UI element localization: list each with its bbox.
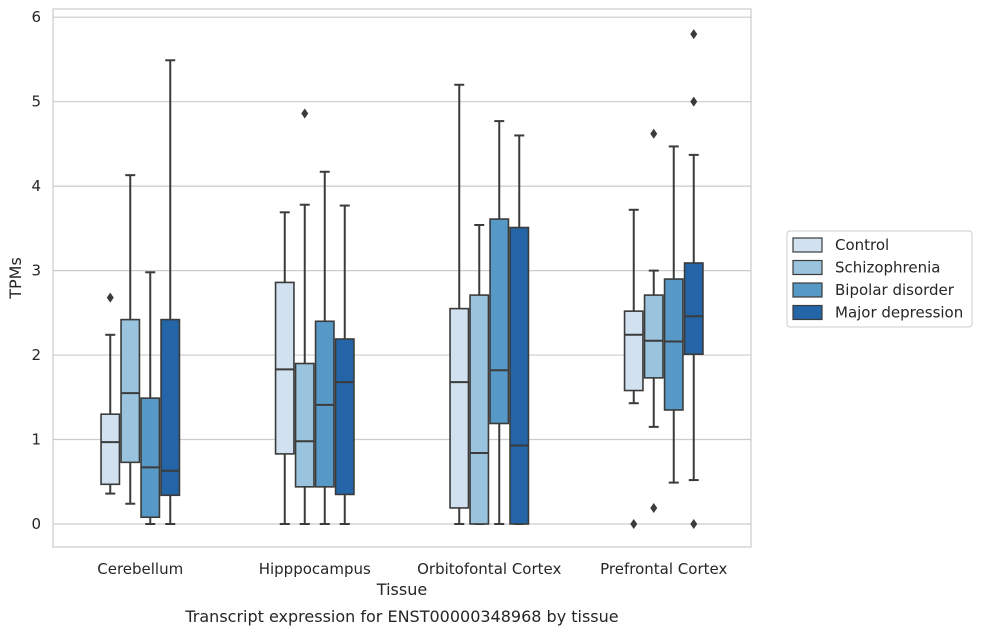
legend-swatch <box>792 304 823 321</box>
legend-label: Major depression <box>835 304 963 322</box>
x-tick-label: Prefrontal Cortex <box>600 560 727 578</box>
legend-label: Schizophrenia <box>835 259 940 277</box>
iqr-box <box>469 294 490 525</box>
iqr-box <box>274 281 295 455</box>
iqr-box <box>334 338 355 496</box>
iqr-box <box>489 218 510 425</box>
outlier-point <box>690 519 698 529</box>
box <box>683 29 704 529</box>
iqr-box <box>100 413 121 486</box>
chart-caption: Transcript expression for ENST0000034896… <box>184 607 618 626</box>
y-tick-labels: 0 1 2 3 4 5 6 <box>31 8 41 533</box>
box <box>120 174 141 505</box>
outlier-point <box>690 29 698 40</box>
legend-label: Control <box>835 236 889 254</box>
legend-swatch <box>792 259 823 276</box>
y-tick-label: 1 <box>31 431 41 449</box>
iqr-box <box>160 318 181 497</box>
x-tick-labels: Cerebellum Hipppocampus Orbitofontal Corte… <box>97 560 727 578</box>
outlier-point <box>301 108 309 119</box>
outlier-point <box>690 96 698 107</box>
x-tick-label: Hipppocampus <box>259 560 371 578</box>
y-tick-label: 3 <box>31 262 41 280</box>
box <box>489 120 510 525</box>
legend: Control Schizophrenia Bipolar disorder Majo… <box>786 230 973 328</box>
y-tick-label: 6 <box>31 8 41 26</box>
y-tick-label: 0 <box>31 515 41 533</box>
box <box>294 108 315 525</box>
box <box>643 128 664 513</box>
box <box>334 204 355 525</box>
box <box>160 59 181 525</box>
iqr-box <box>509 226 530 525</box>
box <box>509 134 530 525</box>
legend-frame <box>786 230 973 328</box>
box <box>140 271 161 525</box>
outlier-point <box>630 519 638 529</box>
iqr-box <box>643 294 664 379</box>
box <box>314 170 335 525</box>
y-tick-label: 5 <box>31 93 41 111</box>
y-tick-label: 4 <box>31 177 41 195</box>
outlier-point <box>106 292 114 303</box>
box <box>623 208 644 529</box>
x-tick-label: Orbitofontal Cortex <box>417 560 561 578</box>
box <box>663 145 684 484</box>
x-tick-label: Cerebellum <box>97 560 183 578</box>
iqr-box <box>294 362 315 488</box>
box <box>449 83 470 525</box>
legend-swatch <box>792 237 823 253</box>
iqr-box <box>140 397 161 519</box>
box <box>100 292 121 495</box>
box-series <box>100 29 704 529</box>
outlier-point <box>650 128 658 139</box>
outlier-point <box>650 502 658 513</box>
iqr-box <box>623 310 644 392</box>
legend-swatch <box>792 282 823 298</box>
iqr-box <box>663 278 684 411</box>
iqr-box <box>449 307 470 509</box>
y-axis-title: TPMs <box>6 257 25 300</box>
x-axis-title: Tissue <box>376 580 427 599</box>
legend-label: Bipolar disorder <box>835 281 955 299</box>
box <box>469 223 490 525</box>
box <box>274 211 295 525</box>
iqr-box <box>120 318 141 464</box>
y-tick-label: 2 <box>31 346 41 364</box>
iqr-box <box>683 262 704 356</box>
